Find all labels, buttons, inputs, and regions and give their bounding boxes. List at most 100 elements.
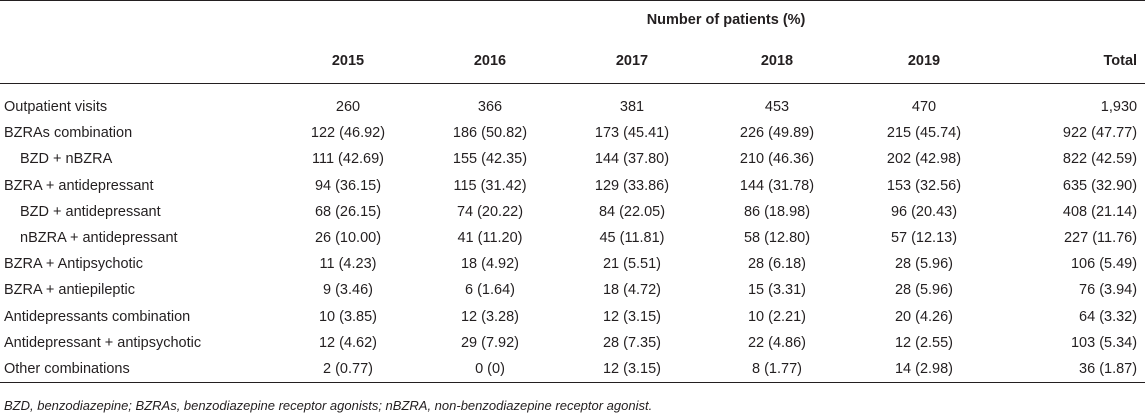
table-row: Antidepressants combination 10 (3.85) 12 (… <box>0 304 1145 330</box>
cell-2015: 12 (4.62) <box>318 334 378 351</box>
cell-2017: 129 (33.86) <box>594 177 670 194</box>
cell-2016: 29 (7.92) <box>460 334 520 351</box>
cell-total: 106 (5.49) <box>1070 256 1138 273</box>
super-header-blank-cell <box>0 0 277 39</box>
table-row: BZRA + antidepressant 94 (36.15) 115 (31.4… <box>0 173 1145 199</box>
row-label: BZD + antidepressant <box>20 203 161 220</box>
cell-2018: 144 (31.78) <box>739 177 815 194</box>
cell-2016: 366 <box>477 99 503 116</box>
cell-2015: 111 (42.69) <box>311 151 384 168</box>
cell-2015: 260 <box>335 99 361 116</box>
super-header-title: Number of patients (%) <box>277 0 1145 39</box>
column-header-blank-cell <box>0 39 277 84</box>
cell-2017: 28 (7.35) <box>602 334 662 351</box>
cell-2019: 470 <box>911 99 937 116</box>
cell-2015: 9 (3.46) <box>323 282 373 299</box>
patients-table-container: Number of patients (%) 2015 2016 2017 20… <box>0 0 1145 384</box>
column-header-total: Total <box>997 39 1145 84</box>
column-header-2019: 2019 <box>851 39 997 84</box>
cell-total: 36 (1.87) <box>997 355 1145 384</box>
cell-2019: 28 (5.96) <box>894 256 954 273</box>
cell-2019: 20 (4.26) <box>894 308 954 325</box>
column-header-2017: 2017 <box>561 39 703 84</box>
cell-2017: 12 (3.15) <box>602 308 662 325</box>
row-label: Other combinations <box>0 355 277 384</box>
cell-2015: 94 (36.15) <box>314 177 382 194</box>
cell-2019: 153 (32.56) <box>886 177 962 194</box>
patients-table: Number of patients (%) 2015 2016 2017 20… <box>0 0 1145 384</box>
header-spacer-row <box>0 84 1145 95</box>
row-label: BZRAs combination <box>4 125 133 142</box>
column-header-2018: 2018 <box>703 39 851 84</box>
cell-2016: 74 (20.22) <box>456 203 524 220</box>
cell-2018: 86 (18.98) <box>743 203 811 220</box>
table-row: BZRA + Antipsychotic 11 (4.23) 18 (4.92) 21… <box>0 251 1145 277</box>
cell-2015: 68 (26.15) <box>314 203 382 220</box>
cell-2019: 57 (12.13) <box>890 230 958 247</box>
cell-2015: 11 (4.23) <box>319 256 377 273</box>
cell-total: 635 (32.90) <box>1062 177 1138 194</box>
cell-2018: 453 <box>764 99 790 116</box>
cell-2019: 12 (2.55) <box>894 334 954 351</box>
cell-total: 408 (21.14) <box>1062 203 1138 220</box>
cell-total: 76 (3.94) <box>1079 282 1138 299</box>
column-header-2016: 2016 <box>419 39 561 84</box>
table-column-header-row: 2015 2016 2017 2018 2019 Total <box>0 39 1145 84</box>
cell-2015: 122 (46.92) <box>310 125 386 142</box>
cell-2015: 26 (10.00) <box>314 230 382 247</box>
cell-2018: 210 (46.36) <box>739 151 815 168</box>
table-row: Outpatient visits 260 366 381 453 470 1,930 <box>0 94 1145 120</box>
cell-2019: 202 (42.98) <box>886 151 962 168</box>
row-label: BZRA + antiepileptic <box>4 282 135 299</box>
table-row: BZRA + antiepileptic 9 (3.46) 6 (1.64) 18 (… <box>0 277 1145 303</box>
table-row: BZD + nBZRA 111 (42.69) 155 (42.35) 144 (37… <box>0 146 1145 172</box>
cell-total: 822 (42.59) <box>1062 151 1138 168</box>
row-label: BZRA + antidepressant <box>4 177 154 194</box>
row-label: Outpatient visits <box>4 99 108 116</box>
cell-2019: 14 (2.98) <box>851 355 997 384</box>
cell-total: 227 (11.76) <box>1063 230 1138 247</box>
cell-2015: 10 (3.85) <box>318 308 378 325</box>
cell-2019: 96 (20.43) <box>890 203 958 220</box>
header-spacer-cell <box>0 84 1145 95</box>
row-label: BZD + nBZRA <box>20 151 113 168</box>
cell-2016: 186 (50.82) <box>452 125 528 142</box>
cell-2018: 22 (4.86) <box>747 334 807 351</box>
cell-2017: 45 (11.81) <box>599 230 665 247</box>
cell-2017: 21 (5.51) <box>602 256 662 273</box>
cell-2016: 155 (42.35) <box>452 151 528 168</box>
cell-2017: 12 (3.15) <box>561 355 703 384</box>
cell-2018: 10 (2.21) <box>747 308 807 325</box>
cell-2016: 41 (11.20) <box>457 230 523 247</box>
cell-2019: 215 (45.74) <box>886 125 962 142</box>
table-row: BZD + antidepressant 68 (26.15) 74 (20.22)… <box>0 199 1145 225</box>
cell-total: 922 (47.77) <box>1062 125 1138 142</box>
cell-2018: 15 (3.31) <box>747 282 807 299</box>
cell-2018: 28 (6.18) <box>747 256 807 273</box>
cell-2018: 226 (49.89) <box>739 125 815 142</box>
cell-2017: 144 (37.80) <box>594 151 670 168</box>
cell-2016: 0 (0) <box>419 355 561 384</box>
table-footnote: BZD, benzodiazepine; BZRAs, benzodiazepi… <box>4 398 653 413</box>
cell-total: 64 (3.32) <box>1079 308 1138 325</box>
cell-2018: 8 (1.77) <box>703 355 851 384</box>
table-super-header-row: Number of patients (%) <box>0 0 1145 39</box>
cell-2017: 18 (4.72) <box>602 282 662 299</box>
row-label: Antidepressants combination <box>4 308 191 325</box>
cell-2016: 115 (31.42) <box>453 177 527 194</box>
table-row: Antidepressant + antipsychotic 12 (4.62) 2… <box>0 330 1145 356</box>
column-header-2015: 2015 <box>277 39 419 84</box>
cell-2016: 12 (3.28) <box>460 308 520 325</box>
cell-total: 103 (5.34) <box>1070 334 1138 351</box>
row-label: nBZRA + antidepressant <box>20 230 178 247</box>
cell-2016: 6 (1.64) <box>465 282 515 299</box>
row-label: BZRA + Antipsychotic <box>4 256 144 273</box>
cell-2016: 18 (4.92) <box>460 256 520 273</box>
cell-2017: 381 <box>619 99 645 116</box>
cell-total: 1,930 <box>1100 99 1138 116</box>
cell-2019: 28 (5.96) <box>894 282 954 299</box>
cell-2018: 58 (12.80) <box>743 230 811 247</box>
table-row: nBZRA + antidepressant 26 (10.00) 41 (11.2… <box>0 225 1145 251</box>
cell-2017: 173 (45.41) <box>594 125 670 142</box>
cell-2017: 84 (22.05) <box>598 203 666 220</box>
